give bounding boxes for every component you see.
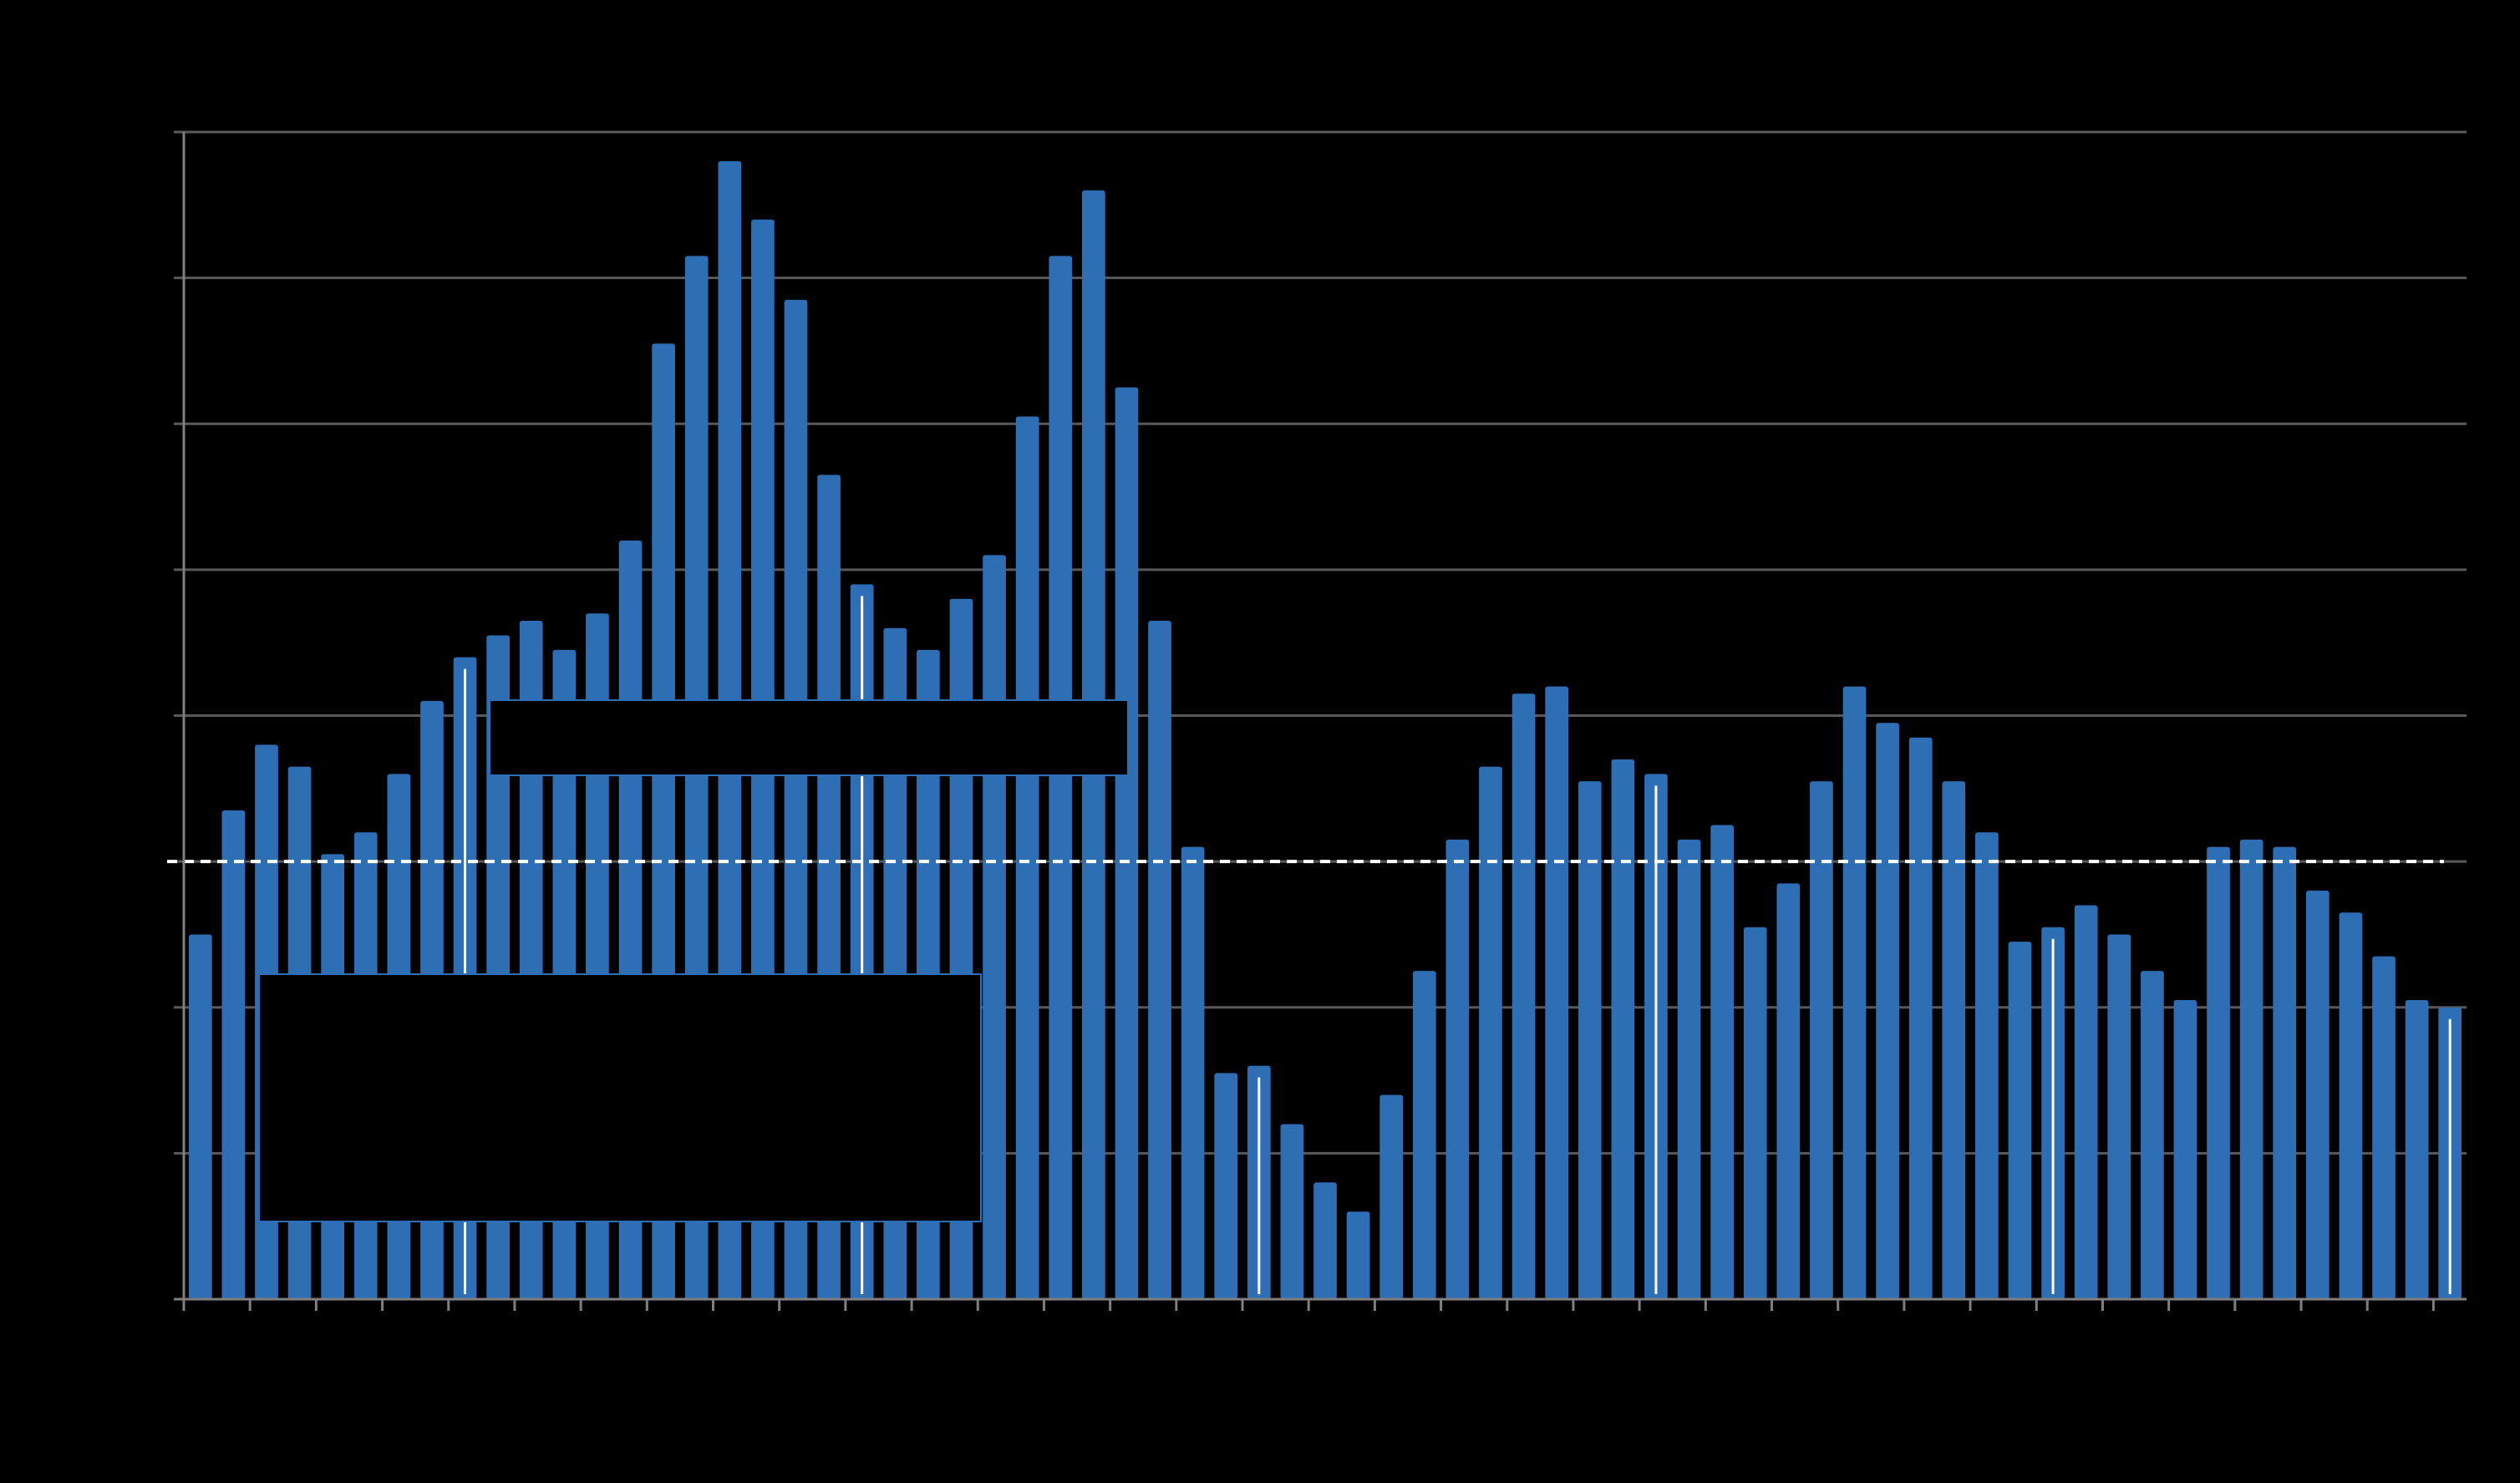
bar-60 bbox=[2173, 1000, 2197, 1299]
bar-43 bbox=[1611, 759, 1635, 1299]
bar-38 bbox=[1445, 839, 1470, 1299]
bar-25 bbox=[1015, 416, 1039, 1299]
bar-63 bbox=[2273, 846, 2297, 1299]
bar-36 bbox=[1379, 1094, 1404, 1299]
annotation-box-lower bbox=[258, 973, 982, 1222]
bar-51 bbox=[1876, 723, 1899, 1299]
axes bbox=[174, 132, 2467, 1311]
bar-31 bbox=[1214, 1073, 1238, 1299]
bar-53 bbox=[1942, 781, 1966, 1299]
bar-26 bbox=[1049, 256, 1073, 1299]
bar-39 bbox=[1479, 766, 1502, 1299]
bar-42 bbox=[1578, 781, 1602, 1299]
bar-61 bbox=[2207, 846, 2230, 1299]
bar-1 bbox=[221, 810, 246, 1299]
bar-0 bbox=[188, 934, 212, 1299]
bar-59 bbox=[2140, 971, 2164, 1299]
bar-58 bbox=[2107, 934, 2131, 1299]
bar-34 bbox=[1313, 1182, 1337, 1299]
bar-37 bbox=[1412, 971, 1436, 1299]
bar-65 bbox=[2339, 912, 2363, 1299]
bar-49 bbox=[1810, 781, 1833, 1299]
bar-50 bbox=[1842, 686, 1867, 1299]
bar-35 bbox=[1346, 1211, 1370, 1299]
bar-62 bbox=[2239, 839, 2263, 1299]
bar-54 bbox=[1975, 832, 1999, 1299]
bar-67 bbox=[2405, 1000, 2429, 1299]
bar-24 bbox=[983, 555, 1006, 1299]
annotation-boxes bbox=[258, 699, 1129, 1222]
bar-28 bbox=[1115, 387, 1139, 1299]
bar-30 bbox=[1181, 846, 1205, 1299]
bar-40 bbox=[1511, 693, 1536, 1299]
bar-45 bbox=[1677, 839, 1701, 1299]
bar-57 bbox=[2074, 905, 2098, 1299]
bar-52 bbox=[1908, 737, 1933, 1299]
bar-47 bbox=[1743, 927, 1767, 1299]
annotation-box-upper bbox=[489, 699, 1129, 776]
bar-55 bbox=[2008, 942, 2032, 1299]
bar-46 bbox=[1710, 825, 1734, 1299]
bar-64 bbox=[2305, 891, 2329, 1299]
bar-41 bbox=[1545, 686, 1569, 1299]
bar-48 bbox=[1776, 883, 1801, 1299]
bar-33 bbox=[1280, 1124, 1304, 1299]
bar-29 bbox=[1148, 620, 1171, 1299]
bar-66 bbox=[2372, 956, 2396, 1299]
